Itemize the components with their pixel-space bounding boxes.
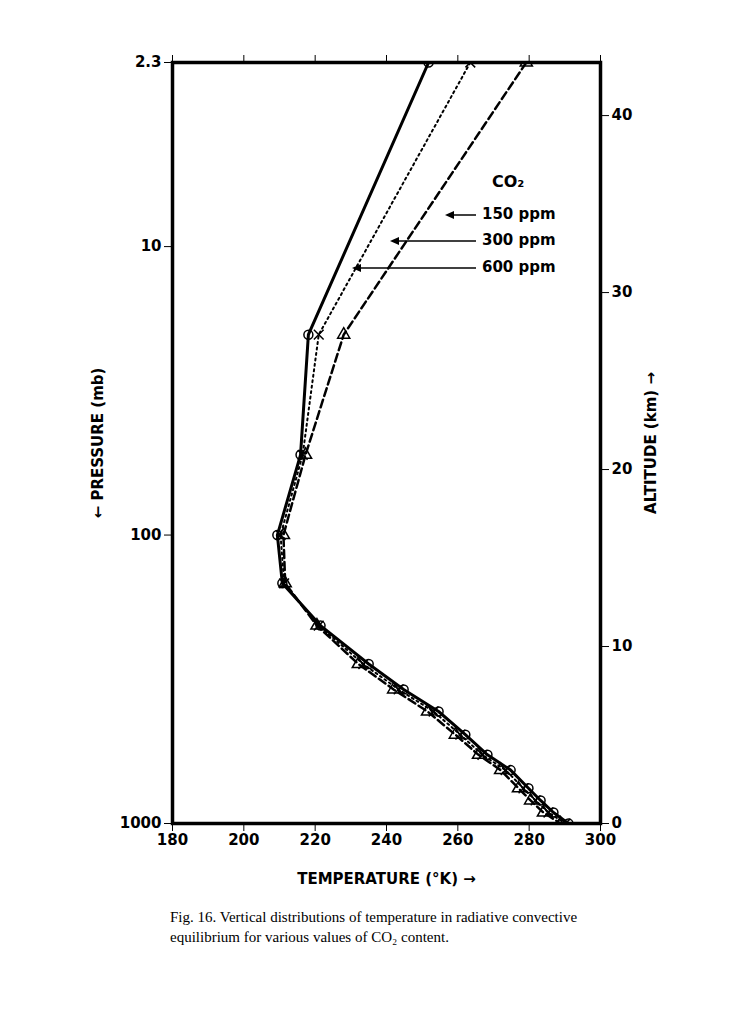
svg-text:2.3: 2.3	[135, 53, 162, 71]
svg-text:40: 40	[612, 106, 633, 124]
svg-text:ALTITUDE (km) →: ALTITUDE (km) →	[642, 372, 660, 514]
svg-text:240: 240	[371, 831, 402, 849]
html-text:150 ppm: 150 ppm	[482, 205, 556, 223]
html-text:600 ppm: 600 ppm	[482, 258, 556, 276]
svg-text:280: 280	[514, 831, 545, 849]
svg-text:0: 0	[612, 814, 622, 832]
svg-text:10: 10	[141, 237, 162, 255]
svg-text:260: 260	[442, 831, 473, 849]
svg-text:10: 10	[612, 637, 633, 655]
svg-text:300: 300	[585, 831, 616, 849]
svg-text:20: 20	[612, 460, 633, 478]
svg-text:TEMPERATURE (°K) →: TEMPERATURE (°K) →	[297, 870, 476, 888]
html-text:Fig. 16. Vertical distribution: Fig. 16. Vertical distributions of tempe…	[170, 909, 578, 945]
svg-text:180: 180	[157, 831, 188, 849]
svg-text:← PRESSURE (mb): ← PRESSURE (mb)	[89, 368, 107, 519]
svg-text:200: 200	[228, 831, 259, 849]
svg-text:1000: 1000	[120, 814, 162, 832]
svg-text:220: 220	[300, 831, 331, 849]
html-text:300 ppm: 300 ppm	[482, 231, 556, 249]
svg-text:30: 30	[612, 283, 633, 301]
svg-text:100: 100	[130, 526, 161, 544]
html-text:CO₂: CO₂	[492, 172, 525, 191]
